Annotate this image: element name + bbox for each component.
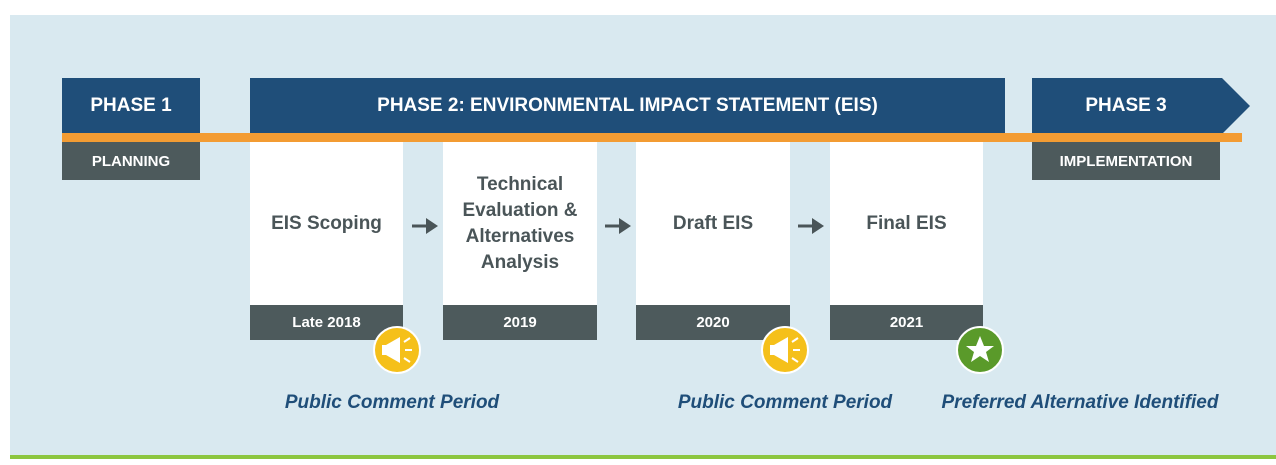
phase-title: PHASE 1 [90, 95, 172, 116]
phase-sub-box [62, 142, 200, 180]
step-date: 2020 [696, 314, 730, 331]
bottom-line [10, 455, 1276, 459]
step-label: EIS Scoping [271, 212, 382, 234]
megaphone-icon [761, 326, 809, 374]
note: Public Comment Period [677, 392, 893, 413]
step-box [443, 142, 597, 305]
step-box [250, 142, 403, 305]
step-box [830, 142, 983, 305]
star-icon [956, 326, 1004, 374]
phase-title: PHASE 3 [1085, 95, 1167, 116]
step-label: Final EIS [866, 212, 947, 234]
date-box [443, 305, 597, 340]
step-label: Draft EIS [672, 212, 754, 234]
date-box [636, 305, 790, 340]
date-box [830, 305, 983, 340]
step-date: Late 2018 [292, 314, 361, 331]
phase-banner [250, 78, 1005, 134]
arrows [412, 218, 824, 234]
phase-subtitle: IMPLEMENTATION [1059, 152, 1193, 170]
phase-banner [1032, 78, 1250, 134]
step-date: 2021 [889, 314, 924, 331]
step-label: Technical Evaluation & Alternatives Anal… [462, 173, 578, 273]
note: Public Comment Period [284, 392, 500, 413]
phase-banner [62, 78, 200, 134]
timeline [62, 133, 1242, 142]
megaphone-icon [373, 326, 421, 374]
date-box [250, 305, 403, 340]
step-date: 2019 [503, 314, 537, 331]
step-boxes [250, 142, 983, 340]
phase-sub-box [1032, 142, 1220, 180]
phase-subtitle: PLANNING [91, 152, 171, 170]
note: Preferred Alternative Identified [941, 392, 1219, 413]
phase-title: PHASE 2: ENVIRONMENTAL IMPACT STATEMENT … [377, 95, 878, 116]
step-box [636, 142, 790, 305]
